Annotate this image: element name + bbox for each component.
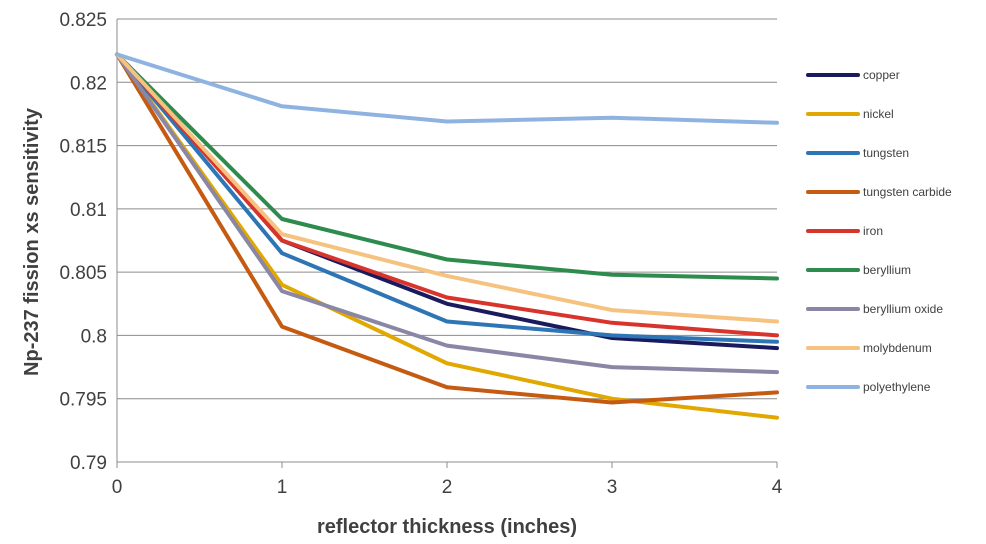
legend-label-iron: iron	[863, 224, 883, 238]
y-tick-label: 0.825	[59, 10, 107, 31]
series-line-nickel	[115, 52, 779, 420]
legend-label-beryllium: beryllium	[863, 263, 911, 277]
series-line-polyethylene	[115, 52, 779, 125]
legend-label-beryllium-oxide: beryllium oxide	[863, 302, 943, 316]
y-tick-label: 0.805	[59, 263, 107, 284]
x-tick-label: 0	[112, 477, 123, 498]
series-line-molybdenum	[115, 52, 779, 324]
legend-label-tungsten: tungsten	[863, 146, 909, 160]
legend-label-tungsten-carbide: tungsten carbide	[863, 185, 952, 199]
y-tick-label: 0.79	[70, 453, 107, 474]
y-tick-label: 0.82	[70, 73, 107, 94]
series-line-tungsten	[115, 52, 779, 344]
y-tick-label: 0.81	[70, 200, 107, 221]
legend: copper nickel tungsten tungsten carbide iron…	[806, 68, 952, 394]
series-line-beryllium	[115, 52, 779, 281]
y-axis-ticks: 0.79 0.795 0.8 0.805 0.81 0.815 0.82 0.825	[59, 10, 107, 474]
series-lines	[115, 52, 779, 420]
series-line-iron	[115, 52, 779, 338]
y-tick-label: 0.815	[59, 137, 107, 158]
legend-label-molybdenum: molybdenum	[863, 341, 932, 355]
x-tick-label: 4	[772, 477, 783, 498]
x-tick-label: 3	[607, 477, 618, 498]
series-line-copper	[115, 52, 779, 351]
legend-label-copper: copper	[863, 68, 900, 82]
legend-label-polyethylene: polyethylene	[863, 380, 931, 394]
series-line-tungsten-carbide	[115, 52, 779, 405]
legend-label-nickel: nickel	[863, 107, 894, 121]
y-tick-label: 0.8	[81, 326, 107, 347]
y-axis-title: Np-237 fission xs sensitivity	[21, 107, 43, 376]
y-tick-label: 0.795	[59, 390, 107, 411]
x-axis-ticks: 0 1 2 3 4	[112, 462, 783, 498]
x-tick-label: 1	[277, 477, 288, 498]
series-line-beryllium-oxide	[115, 52, 779, 375]
x-axis-title: reflector thickness (inches)	[317, 516, 577, 538]
x-tick-label: 2	[442, 477, 453, 498]
